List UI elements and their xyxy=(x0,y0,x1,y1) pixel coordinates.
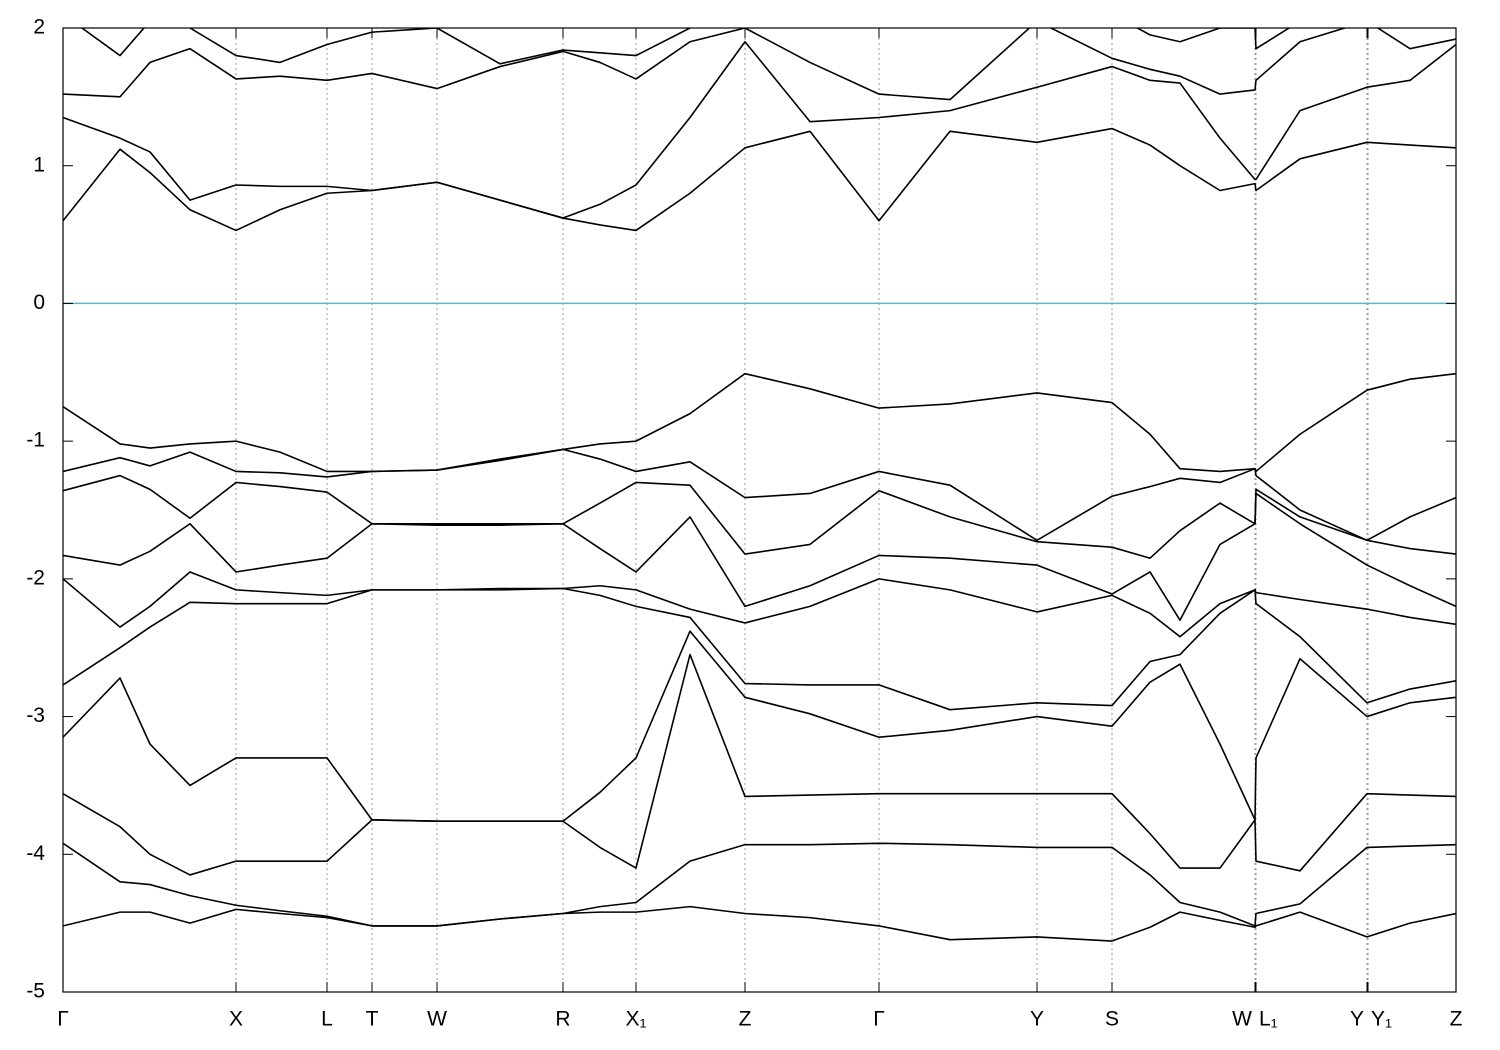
axes: 2 1 0 -1 -2 -3 -4 -5 Γ X L T W R X₁ Z Γ Y S W L₁ Y Y₁ Z xyxy=(26,16,1462,1031)
y-tick-label: 1 xyxy=(33,153,45,176)
x-tick-label: Y₁ xyxy=(1371,1008,1392,1031)
plot-area xyxy=(63,28,1456,942)
x-tick-label: T xyxy=(366,1008,379,1031)
band-line xyxy=(63,474,1456,559)
plot-frame xyxy=(62,27,1457,993)
x-tick-label: L₁ xyxy=(1259,1008,1278,1031)
x-tick-label: W xyxy=(427,1008,447,1031)
x-tick-label: Γ xyxy=(57,1008,69,1031)
band-line xyxy=(63,448,1456,542)
band-line xyxy=(63,28,1456,101)
band-line xyxy=(63,40,1456,219)
y-tick-label: -1 xyxy=(26,429,45,452)
x-tick-label: Z xyxy=(739,1008,752,1031)
y-tick-label: -4 xyxy=(26,842,45,865)
band-line xyxy=(63,127,1456,232)
y-tick-label: -3 xyxy=(26,704,45,727)
band-line xyxy=(63,842,1456,927)
band-line xyxy=(63,587,1456,711)
x-tick-label: L xyxy=(321,1008,333,1031)
grid xyxy=(62,28,1457,992)
band-line xyxy=(63,571,1456,638)
band-line xyxy=(63,653,1456,876)
band-line xyxy=(63,905,1456,942)
x-tick-label: Z xyxy=(1450,1008,1463,1031)
y-tick-label: -2 xyxy=(26,566,45,589)
x-tick-label: W xyxy=(1232,1008,1252,1031)
y-tick-label: -5 xyxy=(26,980,45,1003)
band-line xyxy=(63,372,1456,473)
x-tick-label: Y xyxy=(1350,1008,1364,1031)
x-tick-label: S xyxy=(1105,1008,1119,1031)
band-line xyxy=(63,492,1456,621)
x-tick-label: X₁ xyxy=(625,1008,646,1031)
x-tick-label: Γ xyxy=(873,1008,885,1031)
band-line xyxy=(63,630,1456,823)
x-tick-label: R xyxy=(555,1008,570,1031)
y-tick-label: 0 xyxy=(33,291,45,314)
y-tick-label: 2 xyxy=(33,16,45,39)
x-tick-label: Y xyxy=(1030,1008,1044,1031)
x-tick-label: X xyxy=(229,1008,243,1031)
